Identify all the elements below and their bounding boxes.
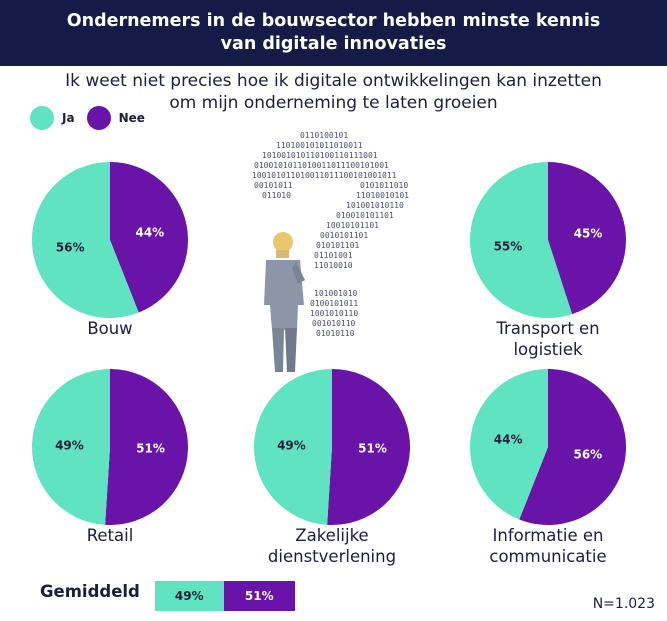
pie-category-label: Informatie en [493, 526, 604, 545]
binary-digits: 110100101011010011 [276, 141, 363, 150]
subtitle-line2: om mijn onderneming te laten groeien [169, 93, 498, 113]
binary-digits: 101001010 [314, 289, 358, 298]
pie-category-label: Transport en [495, 319, 599, 338]
binary-digits: 01010110 [316, 329, 355, 338]
pie-label-nee: 44% [135, 225, 164, 239]
binary-digits: 0101011010 [360, 181, 408, 190]
person-left-leg [272, 328, 284, 372]
average-bar-ja: 49% [155, 581, 224, 611]
pie-label-ja: 44% [494, 432, 523, 446]
pie-group: 56% 44% Bouw 55% 45% Transport en logistiek 49%… [31, 162, 626, 566]
pie-slice-ja [469, 162, 573, 319]
pie-slice-nee [327, 369, 410, 525]
binary-digits: 11010010 [314, 261, 353, 270]
pie-category-label: logistiek [513, 340, 583, 359]
binary-digits: 0100101011 [310, 299, 358, 308]
pie-slice-ja [32, 162, 139, 318]
average-bar-ja-label: 49% [174, 589, 204, 603]
pie-slice-nee [519, 369, 626, 525]
legend-label-nee: Nee [118, 111, 145, 125]
pie-label-ja: 49% [55, 439, 84, 453]
legend: Ja Nee [30, 106, 157, 130]
average-bar: 49% 51% [155, 581, 295, 611]
average-label: Gemiddeld [40, 582, 140, 601]
pie-category-label: Zakelijke [295, 526, 368, 545]
header-title-line2: van digitale innovaties [220, 34, 447, 54]
legend-item-ja: Ja [30, 106, 75, 130]
pie-category-label: Retail [87, 526, 134, 545]
binary-digits: 101001010110100110111001 [262, 151, 378, 160]
binary-digits: 001010110 [312, 319, 356, 328]
pie-slice-ja [469, 369, 548, 520]
binary-digits: 01101001 [314, 251, 353, 260]
binary-digits: 1001010110 [310, 309, 358, 318]
binary-digits: 11010010101 [356, 191, 409, 200]
pie-category-label: dienstverlening [268, 547, 396, 566]
binary-digits: 0110100101 [300, 131, 348, 140]
binary-question-mark-illustration: 0110100101110100101011010011101001010110… [252, 131, 409, 338]
header-title-line1: Ondernemers in de bouwsector hebben mins… [66, 11, 601, 31]
person-neck [276, 250, 289, 258]
binary-digits: 0100101011010011011100101001 [254, 161, 389, 170]
person-head [273, 232, 293, 252]
binary-digits: 010010101101 [336, 211, 394, 220]
pie-slice-nee [110, 162, 188, 313]
pie-label-nee: 56% [573, 448, 602, 462]
binary-digits: 10010101101 [326, 221, 379, 230]
pie-slice-nee [105, 369, 188, 525]
pie-label-nee: 45% [574, 227, 603, 241]
pie-category-label: Bouw [87, 319, 132, 338]
binary-digits: 00101011 [254, 181, 293, 190]
person-arm [292, 262, 305, 284]
pie-label-nee: 51% [358, 441, 387, 455]
person-right-leg [285, 328, 297, 372]
legend-item-nee: Nee [86, 106, 145, 130]
binary-digits: 0010101101 [320, 231, 368, 240]
pie-label-nee: 51% [136, 441, 165, 455]
pie-slice-ja [31, 369, 111, 525]
binary-digits: 100101011010011011100101001011 [252, 171, 397, 180]
pie-label-ja: 49% [277, 439, 306, 453]
pie-slice-ja [253, 369, 332, 525]
legend-swatch-nee [86, 106, 111, 130]
legend-swatch-ja [30, 106, 54, 130]
person-illustration [264, 232, 305, 372]
pie-category-label: communicatie [489, 547, 606, 566]
pie-slice-nee [548, 162, 626, 315]
subtitle: Ik weet niet precies hoe ik digitale ont… [0, 70, 667, 114]
subtitle-line1: Ik weet niet precies hoe ik digitale ont… [65, 71, 602, 91]
average-bar-nee-label: 51% [244, 589, 274, 603]
binary-digits: 011010 [262, 191, 291, 200]
binary-digits: 101001010110 [346, 201, 404, 210]
person-torso [264, 260, 304, 330]
pie-label-ja: 55% [494, 239, 523, 253]
header-banner: Ondernemers in de bouwsector hebben mins… [0, 0, 667, 66]
binary-digits: 010101101 [316, 241, 360, 250]
average-bar-nee: 51% [223, 581, 295, 611]
pie-label-ja: 56% [56, 241, 85, 255]
sample-size-footnote: N=1.023 [592, 596, 655, 612]
legend-label-ja: Ja [62, 111, 75, 125]
